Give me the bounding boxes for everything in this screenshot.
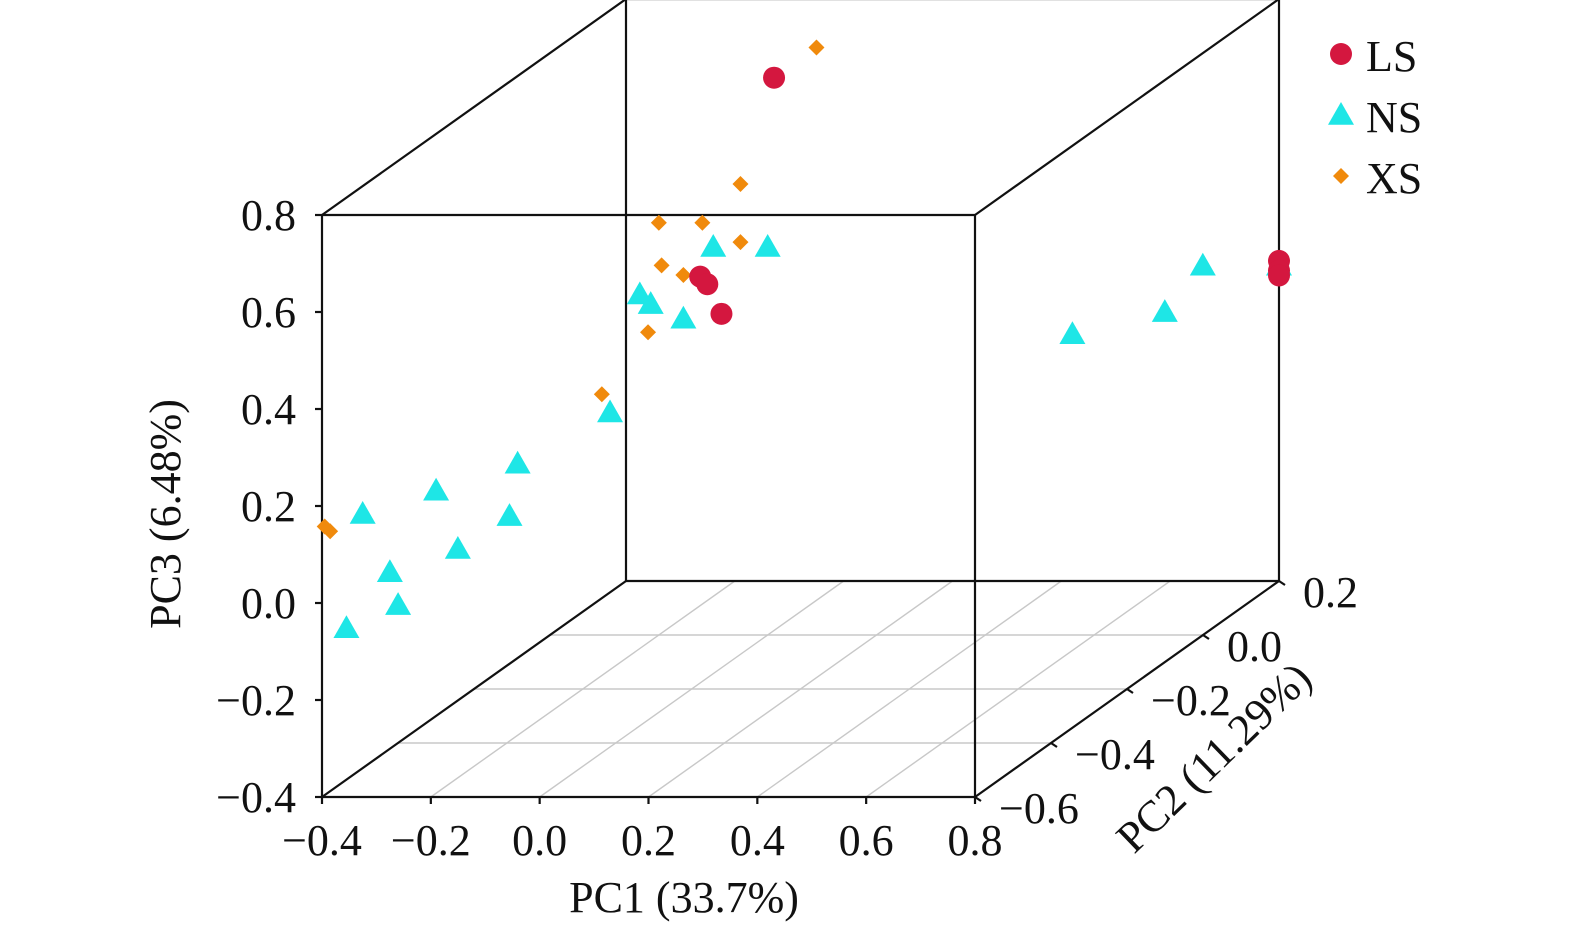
box-edge [321,0,627,216]
box-edge [974,0,1280,216]
point-ls [710,302,733,325]
x-tick-label: −0.4 [282,816,362,865]
y-tick-mark [1126,688,1134,694]
z-tick-label: 0.8 [241,191,296,240]
floor-grid [398,580,1203,798]
point-xs [322,523,339,540]
point-ns [333,615,360,639]
y-tick-label: 0.2 [1303,568,1358,617]
z-tick-label: −0.2 [216,676,296,725]
x-tick-label: −0.2 [391,816,471,865]
point-ns [1059,321,1086,345]
point-ns [637,291,664,314]
point-xs [653,257,670,274]
point-ns [700,234,727,257]
y-tick-label: 0.0 [1227,622,1282,671]
y-tick-label: −0.4 [1075,730,1155,779]
point-ns [597,399,624,423]
point-ns [385,592,412,615]
point-ns [754,234,781,257]
point-ls [763,66,786,89]
point-ns [504,450,531,474]
point-ns [1151,299,1178,322]
point-xs [675,267,692,284]
x-axis-label: PC1 (33.7%) [569,873,799,922]
x-tick-label: 0.4 [730,816,785,865]
point-xs [593,386,610,403]
y-tick-mark [1050,742,1058,748]
point-ls [696,273,719,296]
point-ns [670,305,697,329]
point-ns [349,501,376,524]
y-tick-mark [974,796,982,802]
z-axis-label: PC3 (6.48%) [141,399,190,629]
box-edge [321,580,627,798]
point-ns [626,281,653,305]
legend-marker-xs [1333,168,1349,184]
z-tick-label: −0.4 [216,773,296,822]
legend-label-ls: LS [1366,32,1417,81]
axes-box [320,0,1281,799]
legend-label-ns: NS [1366,93,1422,142]
point-ls [1268,264,1290,287]
y-tick-mark [1278,580,1286,586]
point-ns [423,477,450,501]
legend-marker-ls [1330,43,1352,65]
point-ns [496,503,523,526]
z-tick-label: 0.6 [241,288,296,337]
x-tick-label: 0.6 [839,816,894,865]
z-tick-label: 0.4 [241,385,296,434]
y-tick-label: −0.2 [1151,676,1231,725]
point-xs [694,214,711,231]
tick-labels: −0.4 −0.2 0.0 0.2 0.4 0.6 0.8 0.8 0.6 0.4 0.2 0.0 −0… [216,191,1358,865]
point-ns [1189,252,1216,276]
y-tick-mark [1202,634,1210,640]
x-tick-label: 0.2 [621,816,676,865]
y-tick-label: −0.6 [999,784,1079,833]
point-xs [732,234,749,251]
point-xs [808,39,825,56]
z-tick-label: 0.2 [241,482,296,531]
legend-label-xs: XS [1366,154,1422,203]
point-ns [376,559,403,582]
point-ns [444,536,471,559]
legend: LS NS XS [1328,32,1422,203]
z-tick-label: 0.0 [241,579,296,628]
data-points [316,39,1292,639]
legend-marker-ns [1328,102,1354,125]
point-xs [650,214,667,231]
x-tick-label: 0.8 [948,816,1003,865]
point-xs [732,175,749,192]
point-xs [640,324,657,341]
x-tick-label: 0.0 [512,816,567,865]
